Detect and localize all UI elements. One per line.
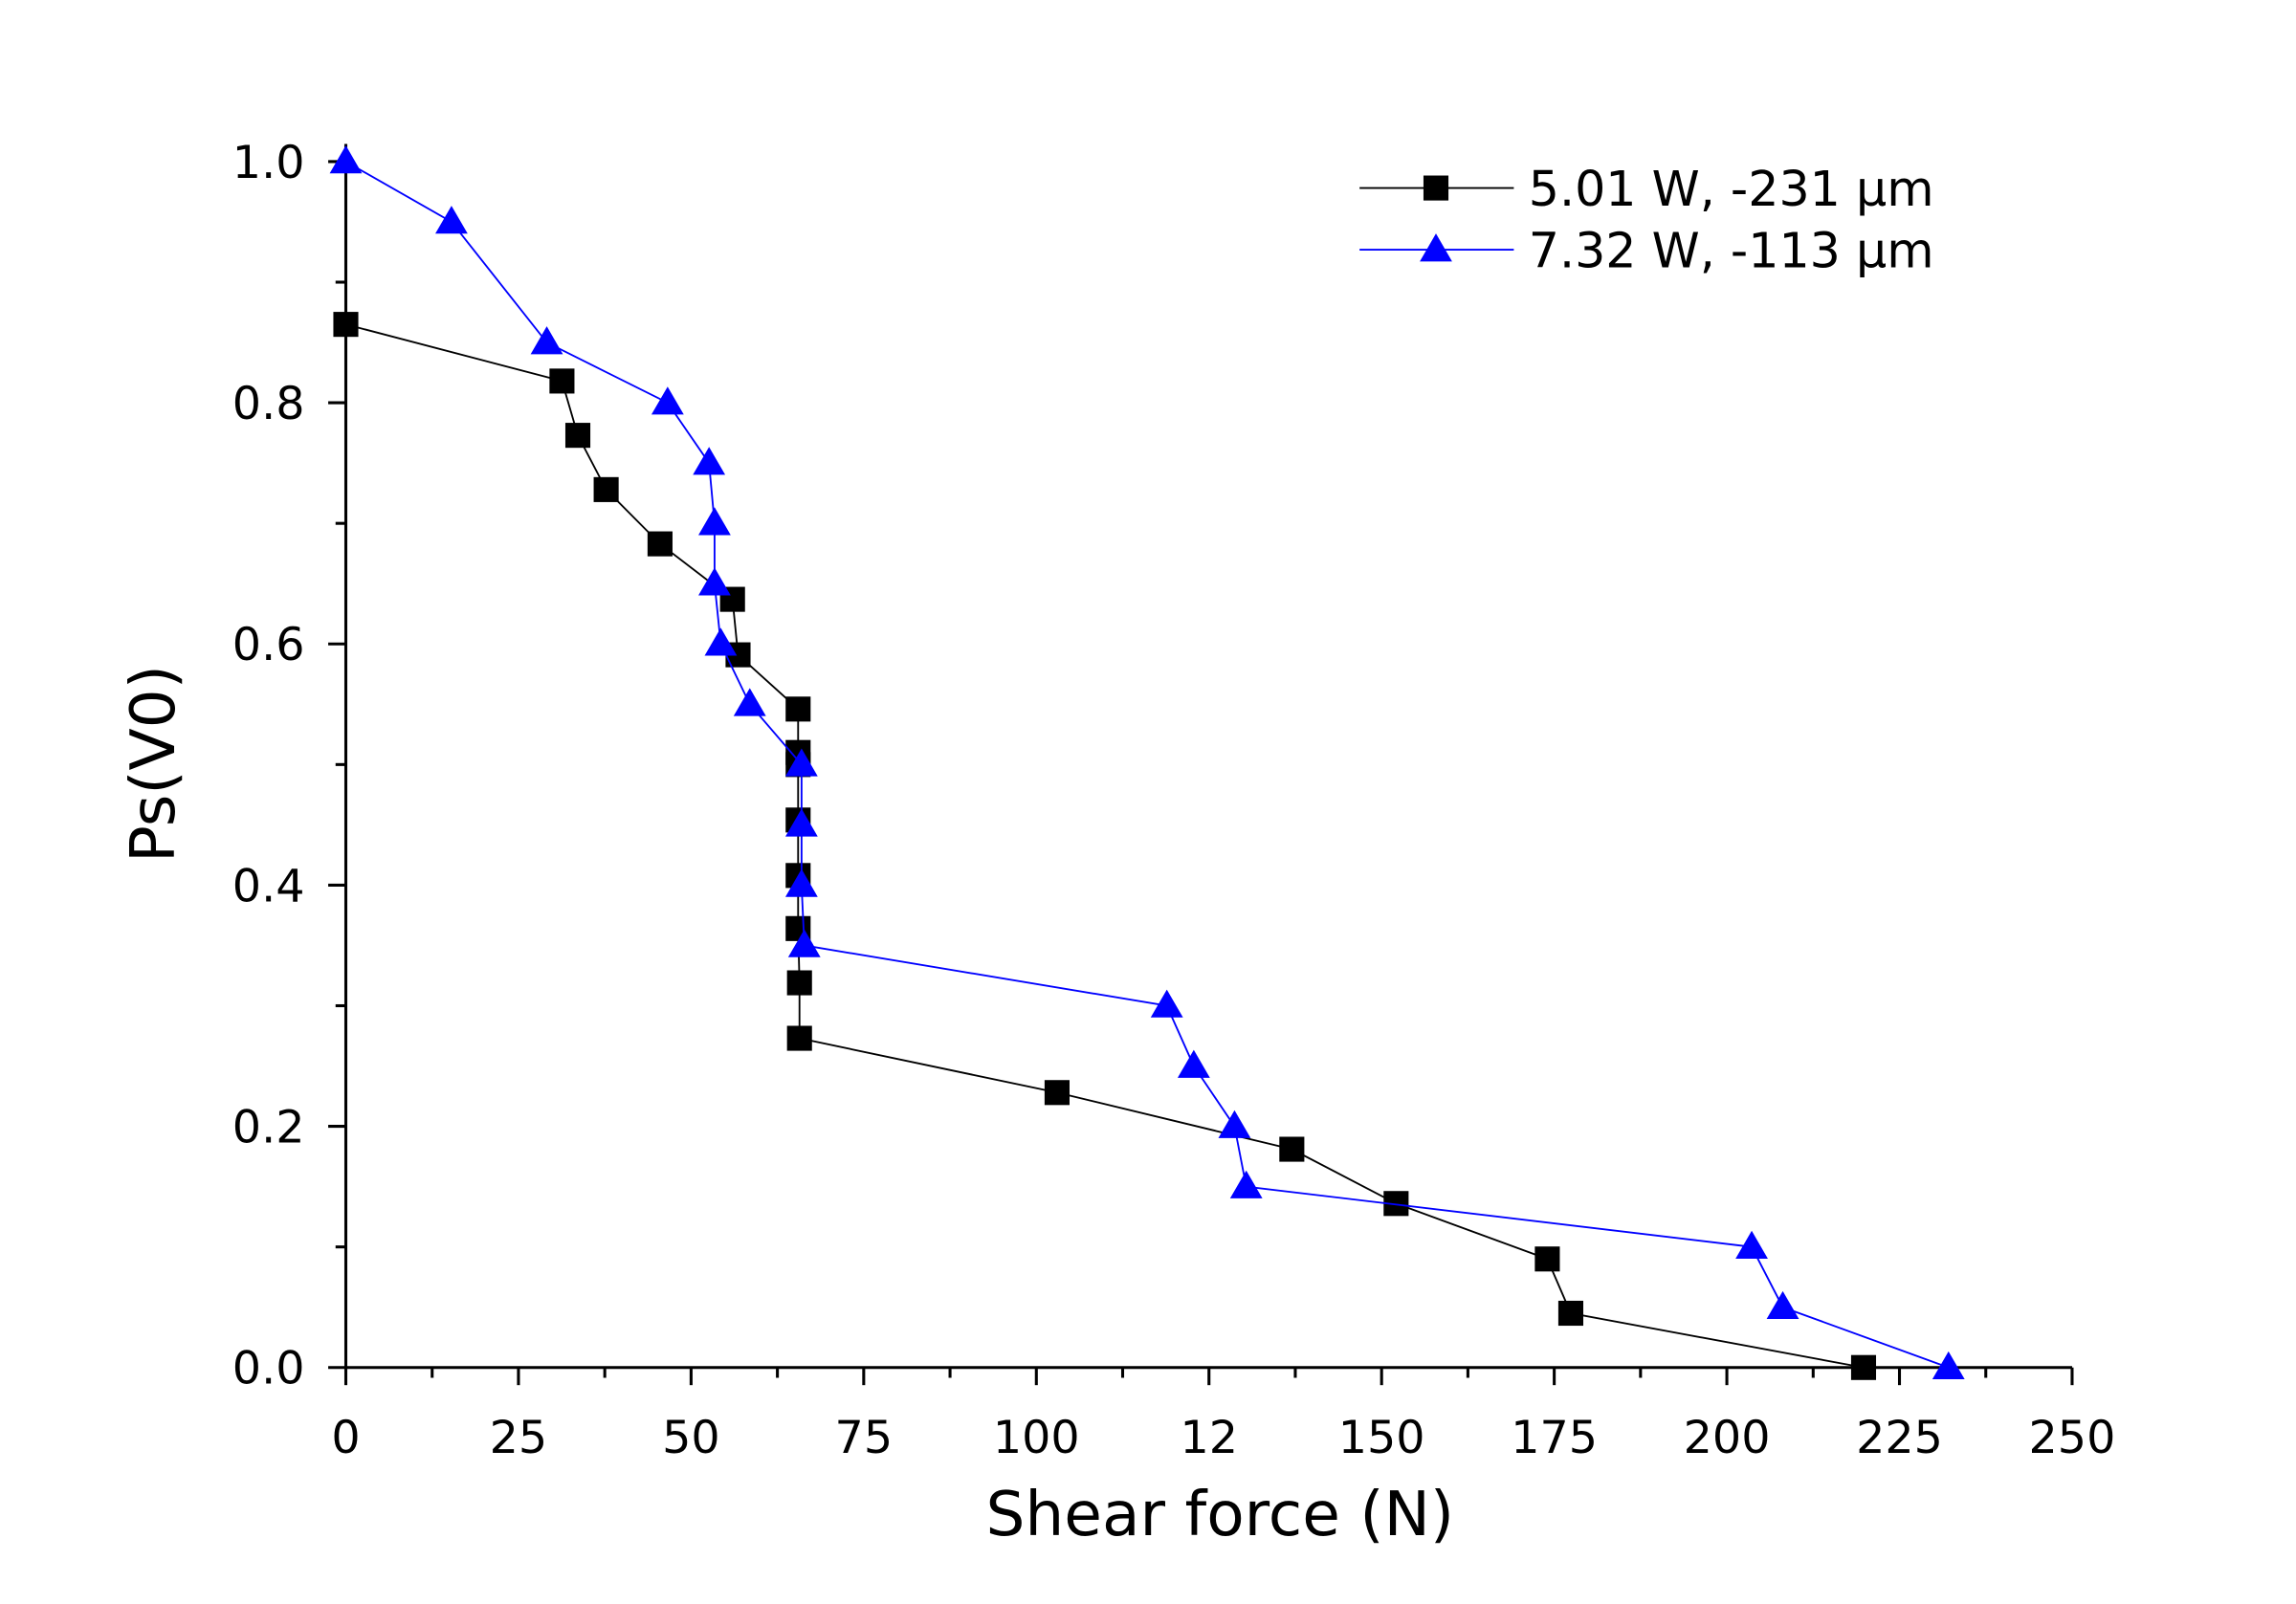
data-point [530, 326, 563, 355]
data-point [1557, 1300, 1584, 1327]
x-tick-label: 225 [1856, 1412, 1943, 1464]
x-tick-label: 100 [993, 1412, 1080, 1464]
data-point [785, 696, 811, 722]
data-point [1766, 1290, 1799, 1319]
data-point [704, 627, 738, 656]
data-point [1044, 1080, 1070, 1106]
x-tick-label: 50 [662, 1412, 720, 1464]
data-point [593, 476, 619, 502]
x-tick-label: 12 [1180, 1412, 1238, 1464]
data-point [1218, 1110, 1251, 1138]
y-tick-label: 1.0 [232, 137, 305, 189]
x-tick-label: 175 [1511, 1412, 1598, 1464]
series-line [345, 323, 1865, 1369]
data-point [786, 1025, 812, 1051]
data-point [1850, 1354, 1877, 1380]
data-point [435, 206, 468, 234]
data-point [333, 312, 359, 338]
y-tick-label: 0.8 [232, 378, 305, 430]
data-point [693, 447, 726, 475]
legend-marker [1423, 175, 1449, 201]
data-point [698, 507, 731, 536]
data-point [787, 929, 821, 957]
x-tick-label: 0 [331, 1412, 360, 1464]
data-point [784, 748, 818, 777]
x-tick-label: 150 [1338, 1412, 1425, 1464]
data-point [1932, 1351, 1965, 1380]
y-tick-label: 0.0 [232, 1343, 305, 1395]
x-tick-label: 200 [1684, 1412, 1771, 1464]
legend-label: 5.01 W, -231 μm [1529, 161, 1934, 217]
y-tick-label: 0.6 [232, 619, 305, 671]
data-point [1177, 1049, 1210, 1078]
x-tick-label: 250 [2029, 1412, 2116, 1464]
data-point [329, 145, 363, 174]
series-line [345, 161, 1950, 1369]
data-point [549, 368, 575, 394]
x-axis-label: Shear force (N) [985, 1479, 1454, 1550]
data-point [698, 567, 731, 596]
data-point [1150, 989, 1183, 1018]
x-tick-label: 25 [490, 1412, 548, 1464]
data-point [784, 808, 818, 837]
data-point [784, 868, 818, 897]
data-point [1279, 1136, 1305, 1162]
data-point [1229, 1170, 1263, 1198]
data-point [786, 970, 812, 996]
x-tick-label: 75 [835, 1412, 894, 1464]
legend-label: 7.32 W, -113 μm [1529, 223, 1934, 279]
data-point [1534, 1246, 1560, 1272]
data-point [1735, 1230, 1768, 1259]
legend-marker [1420, 233, 1452, 262]
data-point [647, 531, 673, 557]
y-tick-label: 0.2 [232, 1101, 305, 1154]
y-axis-label: Ps(V0) [118, 665, 189, 863]
y-tick-label: 0.4 [232, 860, 305, 912]
data-point [733, 688, 766, 716]
data-point [564, 423, 591, 449]
data-point [651, 386, 684, 415]
